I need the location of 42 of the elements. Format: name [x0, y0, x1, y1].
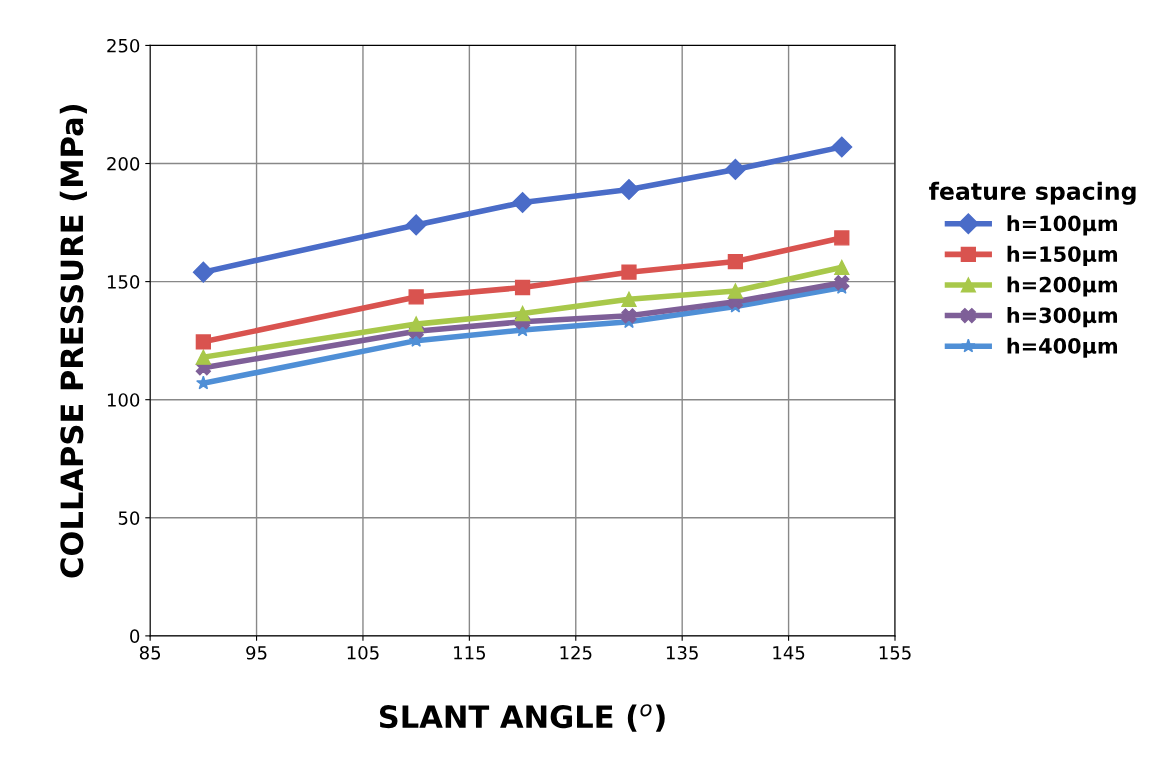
- point: [727, 253, 744, 270]
- point: [405, 214, 427, 236]
- point: [514, 305, 531, 322]
- y-tick-label: 150: [107, 275, 140, 289]
- point: [618, 178, 640, 201]
- point: [514, 279, 531, 296]
- y-tick-label: 250: [107, 38, 140, 53]
- point: [621, 308, 637, 324]
- point: [621, 291, 637, 307]
- point: [192, 261, 214, 283]
- x-tick-label: 95: [246, 645, 267, 660]
- y-tick-label: 200: [107, 156, 140, 171]
- x-tick-label: 155: [879, 646, 911, 660]
- point: [834, 275, 850, 291]
- x-tick-label: 105: [347, 645, 379, 660]
- y-tick-label: 100: [107, 393, 140, 407]
- point: [621, 264, 637, 280]
- point: [408, 289, 424, 305]
- legend-title: feature spacing: [929, 181, 1136, 205]
- point: [834, 259, 850, 276]
- x-tick-label: 115: [454, 646, 486, 660]
- x-tick-label: 85: [139, 645, 161, 660]
- point: [408, 316, 424, 332]
- legend-label: h=300µm: [1007, 307, 1118, 328]
- point: [727, 283, 744, 299]
- legend-label: h=100µm: [1007, 215, 1118, 236]
- x-tick-label: 135: [666, 645, 698, 660]
- x-tick-label: 145: [773, 646, 805, 660]
- point: [195, 334, 211, 350]
- legend-label: h=400µm: [1007, 337, 1118, 358]
- y-axis-title: COLLAPSE PRESSURE (MPa): [59, 104, 87, 578]
- point: [195, 349, 211, 365]
- point: [724, 158, 746, 180]
- y-tick-label: 0: [130, 629, 140, 643]
- point: [834, 230, 850, 246]
- y-tick-label: 50: [118, 511, 140, 525]
- legend-label: h=200µm: [1007, 276, 1118, 297]
- point: [831, 136, 853, 158]
- x-tick-label: 125: [560, 645, 592, 660]
- x-axis-title: SLANT ANGLE ($^{o}$): [379, 704, 665, 732]
- legend-label: h=150µm: [1007, 245, 1118, 267]
- point: [512, 191, 534, 213]
